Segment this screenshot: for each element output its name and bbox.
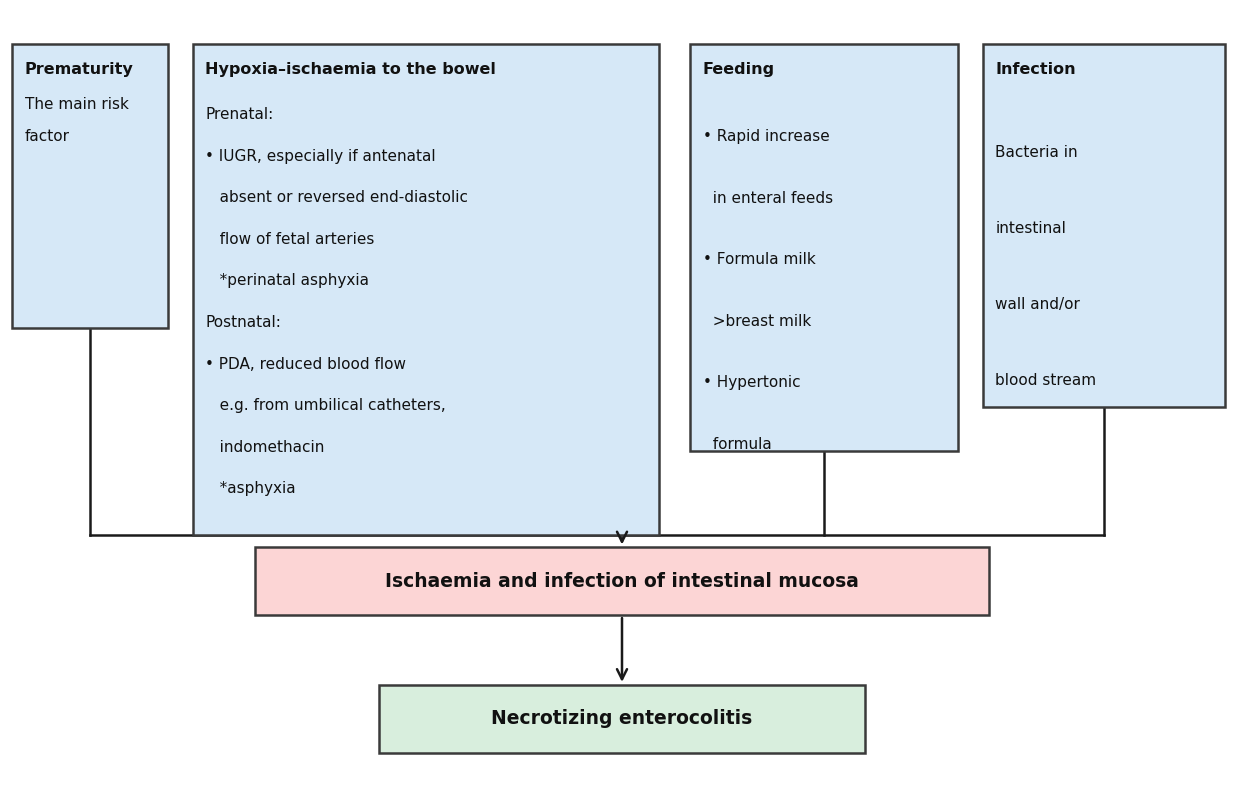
Text: Prematurity: Prematurity (25, 62, 133, 77)
FancyBboxPatch shape (983, 44, 1225, 407)
Text: Feeding: Feeding (703, 62, 775, 77)
FancyBboxPatch shape (690, 44, 958, 451)
Text: intestinal: intestinal (995, 221, 1066, 236)
Text: • PDA, reduced blood flow: • PDA, reduced blood flow (205, 356, 407, 372)
Text: • Formula milk: • Formula milk (703, 252, 816, 267)
FancyBboxPatch shape (379, 685, 865, 753)
FancyBboxPatch shape (255, 547, 989, 615)
Text: Necrotizing enterocolitis: Necrotizing enterocolitis (491, 710, 753, 728)
Text: Infection: Infection (995, 62, 1076, 77)
Text: The main risk: The main risk (25, 97, 129, 112)
Text: Bacteria in: Bacteria in (995, 145, 1077, 160)
Text: flow of fetal arteries: flow of fetal arteries (205, 232, 374, 247)
Text: • Hypertonic: • Hypertonic (703, 376, 800, 390)
FancyBboxPatch shape (193, 44, 659, 535)
FancyBboxPatch shape (12, 44, 168, 328)
Text: in enteral feeds: in enteral feeds (703, 191, 833, 205)
Text: Prenatal:: Prenatal: (205, 107, 274, 122)
Text: Hypoxia–ischaemia to the bowel: Hypoxia–ischaemia to the bowel (205, 62, 496, 77)
Text: *asphyxia: *asphyxia (205, 481, 296, 496)
Text: formula: formula (703, 437, 771, 451)
Text: absent or reversed end-diastolic: absent or reversed end-diastolic (205, 190, 468, 205)
Text: blood stream: blood stream (995, 372, 1096, 388)
Text: • Rapid increase: • Rapid increase (703, 129, 830, 144)
Text: e.g. from umbilical catheters,: e.g. from umbilical catheters, (205, 398, 447, 413)
Text: indomethacin: indomethacin (205, 439, 325, 455)
Text: Ischaemia and infection of intestinal mucosa: Ischaemia and infection of intestinal mu… (386, 572, 858, 590)
Text: Postnatal:: Postnatal: (205, 315, 281, 330)
Text: >breast milk: >breast milk (703, 314, 811, 328)
Text: • IUGR, especially if antenatal: • IUGR, especially if antenatal (205, 149, 435, 164)
Text: *perinatal asphyxia: *perinatal asphyxia (205, 273, 369, 288)
Text: factor: factor (25, 129, 70, 144)
Text: wall and/or: wall and/or (995, 296, 1080, 312)
